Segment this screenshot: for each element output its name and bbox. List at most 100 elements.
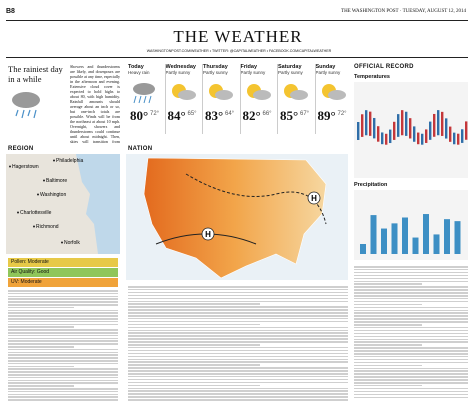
fine-print xyxy=(8,298,118,300)
rain-icon xyxy=(12,92,40,119)
bar xyxy=(369,111,372,136)
subhead: Precipitation xyxy=(354,182,388,188)
weather-icon xyxy=(246,84,271,100)
fine-print xyxy=(128,396,348,398)
bar xyxy=(444,219,450,254)
bar xyxy=(433,234,440,254)
fine-print xyxy=(354,286,468,288)
forecast-day: Saturday Partly sunny 85° 67° xyxy=(277,64,314,138)
fine-print xyxy=(354,335,468,338)
bar xyxy=(449,126,452,142)
fine-print xyxy=(354,332,468,335)
fine-print xyxy=(354,384,423,387)
forecast-day: Thursday Partly sunny 83° 64° xyxy=(202,64,239,138)
day-name: Thursday xyxy=(203,64,228,70)
fine-print xyxy=(128,317,348,320)
high: 83° xyxy=(205,108,224,123)
divider xyxy=(202,64,203,134)
weather-icon xyxy=(133,83,155,104)
fine-print xyxy=(128,286,348,288)
bar xyxy=(389,129,392,144)
fine-print xyxy=(8,306,74,309)
fine-print xyxy=(8,320,118,323)
fine-print xyxy=(8,365,74,368)
fine-print xyxy=(128,288,348,291)
page-number: B8 xyxy=(6,8,15,15)
condition: Partly sunny xyxy=(278,70,303,75)
fine-print xyxy=(354,396,468,398)
condition: Partly sunny xyxy=(165,70,191,75)
fine-print xyxy=(354,353,468,355)
fine-print xyxy=(128,329,348,331)
city-label: Baltimore xyxy=(46,178,67,184)
fine-print xyxy=(128,393,348,395)
condition: Heavy rain xyxy=(128,70,150,75)
section-label: REGION xyxy=(8,146,34,152)
cloud xyxy=(290,90,308,100)
high: 84° xyxy=(167,108,186,123)
fine-print xyxy=(354,341,468,343)
fine-print xyxy=(8,318,118,320)
condition: Partly sunny xyxy=(315,70,341,75)
fine-print xyxy=(128,306,348,308)
fine-print xyxy=(8,312,118,314)
day-name: Friday xyxy=(240,64,258,70)
fine-print xyxy=(354,376,468,378)
fine-print xyxy=(354,295,468,297)
fine-print xyxy=(8,337,118,340)
fine-print xyxy=(354,309,468,311)
water xyxy=(76,154,120,254)
fine-print xyxy=(128,320,348,323)
forecast-day: Wednesday Partly sunny 84° 65° xyxy=(164,64,202,138)
text-block xyxy=(8,290,118,402)
fine-print xyxy=(354,277,468,280)
temperature-graphic xyxy=(354,82,468,178)
city-dot xyxy=(37,193,39,196)
divider xyxy=(277,64,278,134)
region-stats: Pollen: Moderate Air Quality: Good UV: M… xyxy=(8,258,118,287)
fine-print xyxy=(8,368,118,370)
fine-print xyxy=(8,390,118,393)
fine-print xyxy=(128,352,348,355)
fine-print xyxy=(8,315,118,317)
bar xyxy=(370,215,377,254)
fine-print xyxy=(128,294,348,297)
fine-print xyxy=(354,390,468,393)
fine-print xyxy=(8,379,118,382)
masthead: THE WASHINGTON POST · TUESDAY, AUGUST 12… xyxy=(341,9,466,14)
fine-print xyxy=(354,300,468,303)
fine-print xyxy=(8,309,118,312)
day-name: Saturday xyxy=(278,64,302,70)
forecast-day: Today Heavy rain 80° 72° xyxy=(128,64,164,138)
bar xyxy=(385,133,388,145)
bar xyxy=(433,113,436,137)
fine-print xyxy=(354,297,468,300)
fine-print xyxy=(8,354,118,356)
fine-print xyxy=(8,340,118,342)
weather-icon xyxy=(171,84,196,100)
fine-print xyxy=(8,388,118,390)
bar xyxy=(373,117,376,139)
bar xyxy=(365,110,368,136)
condition: Partly sunny xyxy=(240,70,266,75)
forecast-day: Sunday Partly sunny 89° 72° xyxy=(314,64,352,138)
city-dot xyxy=(17,211,19,214)
front xyxy=(185,173,327,225)
bar xyxy=(417,132,420,145)
low: 72° xyxy=(337,111,347,117)
fine-print xyxy=(8,393,118,396)
bar xyxy=(391,223,398,254)
fine-print xyxy=(354,318,468,320)
city-label: Hagerstown xyxy=(12,164,39,170)
low: 65° xyxy=(187,111,197,117)
fine-print xyxy=(128,338,348,340)
rule xyxy=(6,20,468,21)
fine-print xyxy=(128,370,348,372)
bar xyxy=(360,244,366,254)
fine-print xyxy=(8,329,118,331)
low: 66° xyxy=(262,111,272,117)
city-dot xyxy=(53,159,55,162)
bar xyxy=(454,221,461,254)
city-label: Washington xyxy=(40,192,66,198)
